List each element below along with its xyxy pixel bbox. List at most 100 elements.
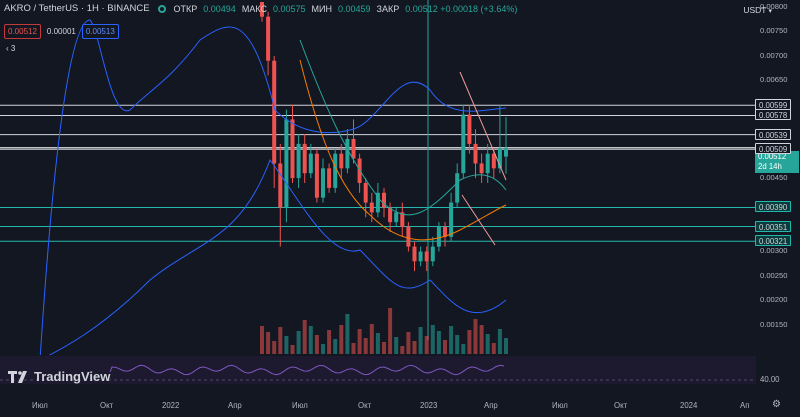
- gear-icon[interactable]: ⚙: [772, 399, 781, 410]
- candle-body: [418, 251, 423, 262]
- volume-bar: [339, 325, 344, 354]
- trade-buttons: 0.00512 0.00001 0.00513: [4, 24, 119, 39]
- volume-bar: [369, 324, 374, 354]
- ohlc-open: 0.00494: [203, 3, 236, 14]
- bollinger-upper: [39, 19, 507, 361]
- volume-bar: [430, 325, 435, 354]
- ohlc-low-key: МИН: [311, 3, 332, 14]
- volume-bar: [278, 327, 283, 354]
- volume-bar: [284, 336, 289, 354]
- time-tick: Июл: [32, 401, 48, 410]
- time-tick: Июл: [292, 401, 308, 410]
- volume-bar: [388, 308, 393, 354]
- volume-bar: [491, 343, 496, 354]
- candle-body: [382, 192, 386, 208]
- price-tick: 0.00450: [760, 173, 788, 183]
- price-tick: 0.00800: [760, 1, 788, 11]
- volume-bar: [302, 320, 307, 354]
- rsi-pane: [0, 355, 756, 398]
- time-tick: Апр: [228, 401, 242, 410]
- candle-body: [400, 212, 405, 228]
- time-tick: Июл: [552, 401, 568, 410]
- candle-body: [308, 153, 313, 174]
- tradingview-logo: TradingView: [8, 369, 110, 384]
- time-tick: Окт: [614, 401, 628, 410]
- rsi-line: [109, 364, 505, 376]
- price-tick: 0.00150: [760, 319, 788, 329]
- volume-bar: [473, 319, 478, 354]
- time-axis[interactable]: Июл Окт 2022 Апр Июл Окт 2023 Апр Июл Окт 2024 Ап: [0, 398, 756, 417]
- candle-body: [455, 173, 460, 203]
- candle-body: [351, 138, 356, 159]
- time-tick: Апр: [484, 401, 498, 410]
- price-tick: 0.00650: [760, 75, 788, 85]
- price-tick: 0.00200: [760, 295, 788, 305]
- volume-bar: [375, 333, 380, 354]
- volume-bar: [327, 330, 332, 354]
- candle-body: [497, 148, 502, 169]
- candle-body: [290, 119, 295, 179]
- volume-bar: [400, 346, 405, 354]
- currency-selector[interactable]: USDT ▾: [743, 5, 772, 15]
- brand-name: TradingView: [34, 369, 111, 384]
- candle-body: [406, 227, 411, 247]
- ohlc-high: 0.00575: [272, 3, 306, 14]
- candle-body: [479, 163, 484, 174]
- price-level-tag: 0.00509: [755, 143, 792, 155]
- chevron-down-icon: ▾: [768, 8, 772, 15]
- volume-bar: [436, 331, 441, 354]
- price-tick: 0.00300: [760, 246, 788, 256]
- candle-body: [278, 163, 283, 208]
- price-level-tag: 0.00321: [755, 235, 792, 247]
- time-tick: Окт: [100, 401, 114, 410]
- time-tick: Ап: [740, 401, 750, 410]
- rsi-band: [0, 356, 756, 384]
- ohlc-low: 0.00459: [338, 3, 371, 14]
- candle-body: [430, 246, 435, 262]
- trendline-lower: [461, 194, 496, 246]
- candle-body: [272, 60, 277, 164]
- candle-body: [491, 153, 496, 169]
- candle-body: [314, 153, 319, 198]
- volume-bar: [260, 326, 264, 354]
- price-axis[interactable]: 0.00800 0.00750 0.00700 0.00650 0.00450 0.003…: [756, 0, 800, 400]
- candle-body: [333, 153, 338, 188]
- market-status-icon: [157, 4, 166, 13]
- volume-bar: [485, 334, 490, 354]
- candle-body: [375, 192, 380, 213]
- volume-bar: [321, 344, 325, 354]
- volume-bar: [497, 329, 502, 354]
- volume-bar: [290, 345, 295, 354]
- price-chart[interactable]: [0, 0, 756, 398]
- time-tick: 2024: [680, 401, 698, 410]
- tradingview-icon: [8, 370, 27, 383]
- volume-bar: [504, 338, 508, 354]
- ohlc-high-key: МАКС: [241, 3, 267, 14]
- ohlc-close-key: ЗАКР: [376, 3, 400, 14]
- volume-bar: [443, 340, 447, 354]
- volume-bar: [266, 332, 271, 354]
- volume-bar: [308, 326, 313, 354]
- candle-body: [504, 147, 508, 157]
- candle-body: [302, 143, 307, 174]
- sell-button[interactable]: 0.00512: [4, 24, 41, 39]
- last-price: 0.00512: [758, 152, 787, 161]
- indicators-toggle[interactable]: ‹ 3: [6, 44, 15, 53]
- volume-bar: [351, 343, 356, 354]
- chart-header: AKRO / TetherUS · 1H · BINANCE ОТКР 0.004…: [4, 3, 517, 14]
- time-tick: Окт: [358, 401, 372, 410]
- price-tick: 0.00750: [760, 26, 788, 36]
- bollinger-lower: [39, 158, 507, 361]
- volume-bar: [382, 342, 386, 354]
- chevron-icon: ‹: [6, 44, 9, 53]
- price-level-tag: 0.00351: [755, 220, 792, 232]
- time-tick: 2023: [420, 401, 438, 410]
- candle-body: [260, 2, 264, 17]
- buy-button[interactable]: 0.00513: [81, 24, 119, 39]
- symbol-title[interactable]: AKRO / TetherUS · 1H · BINANCE: [4, 3, 150, 14]
- candle-body: [485, 153, 490, 174]
- volume-bar: [272, 341, 277, 354]
- moving-average-orange: [299, 59, 507, 241]
- candle-body: [266, 16, 271, 61]
- volume-bar: [394, 337, 399, 354]
